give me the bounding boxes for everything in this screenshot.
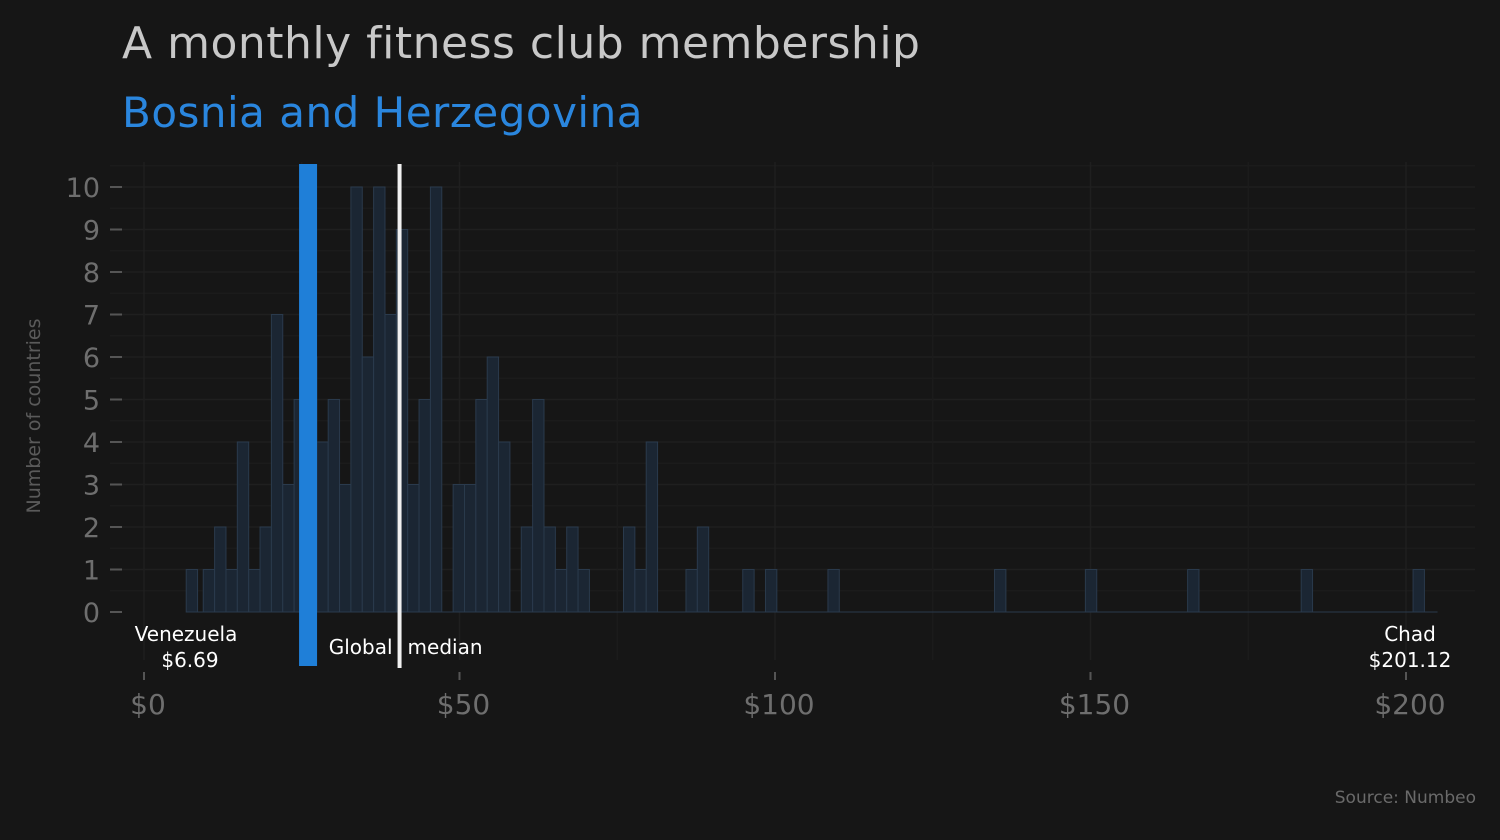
- histogram-bar: [429, 186, 443, 613]
- histogram-bar: [248, 569, 261, 613]
- x-tick-label: $200: [1374, 688, 1445, 721]
- y-tick-label: 10: [66, 173, 100, 204]
- histogram-bar: [566, 526, 579, 613]
- highlight-country-bar: [299, 164, 318, 666]
- histogram-bar: [498, 441, 511, 613]
- histogram-bar: [395, 229, 409, 613]
- annotation-max-value: $201.12: [1369, 648, 1452, 672]
- histogram-bar: [407, 484, 420, 613]
- histogram-bar: [622, 526, 636, 613]
- x-tick-label: $0: [130, 688, 166, 721]
- annotation-max-name: Chad: [1384, 622, 1436, 646]
- histogram-bar: [282, 484, 295, 613]
- histogram-bar: [827, 569, 840, 613]
- histogram-bar: [350, 186, 363, 613]
- histogram-bar: [316, 441, 329, 613]
- x-tick-label: $150: [1059, 688, 1130, 721]
- histogram-bar: [418, 399, 431, 613]
- histogram-bar: [214, 526, 227, 613]
- histogram-bar: [361, 356, 375, 613]
- chart-subtitle: Bosnia and Herzegovina: [122, 88, 643, 137]
- x-tick-label: $100: [743, 688, 814, 721]
- y-tick-label: 1: [83, 556, 100, 587]
- source-note: Source: Numbeo: [1334, 788, 1476, 808]
- histogram-bar: [475, 399, 488, 613]
- histogram-bar: [764, 569, 778, 613]
- y-tick-label: 9: [83, 216, 100, 247]
- histogram-bar: [202, 569, 216, 613]
- histogram-bar: [1084, 569, 1098, 613]
- median-label-right: median: [408, 635, 483, 659]
- histogram-bar: [554, 569, 568, 613]
- histogram-bar: [577, 569, 590, 613]
- histogram-bar: [994, 569, 1007, 613]
- annotation-min-value: $6.69: [161, 648, 218, 672]
- histogram-bar: [327, 399, 341, 613]
- histogram-bar: [452, 484, 465, 613]
- histogram-bar: [645, 441, 659, 613]
- y-tick-label: 8: [83, 258, 100, 289]
- histogram-bar: [339, 484, 352, 613]
- histogram-bar: [1300, 569, 1314, 613]
- histogram-bar: [685, 569, 698, 613]
- histogram-bar: [185, 569, 199, 613]
- histogram-bar: [543, 526, 556, 613]
- chart-title: A monthly fitness club membership: [122, 18, 921, 69]
- y-tick-label: 0: [83, 598, 100, 629]
- histogram-bar: [270, 314, 284, 613]
- histogram-bar: [259, 526, 272, 613]
- y-tick-label: 7: [83, 301, 100, 332]
- y-tick-label: 4: [83, 428, 100, 459]
- histogram-bar: [384, 314, 397, 613]
- histogram-bar: [463, 484, 477, 613]
- histogram-bar: [696, 526, 710, 613]
- median-label-left: Global: [329, 635, 393, 659]
- histogram-bar: [634, 569, 647, 613]
- y-tick-label: 2: [83, 513, 100, 544]
- histogram-bar: [742, 569, 755, 613]
- histogram-bar: [486, 356, 500, 613]
- histogram-bar: [1187, 569, 1200, 613]
- histogram-bar: [1412, 569, 1425, 613]
- histogram-bar: [373, 186, 386, 613]
- histogram-bar: [236, 441, 250, 613]
- histogram-bar: [532, 399, 545, 613]
- y-axis-label: Number of countries: [23, 318, 45, 513]
- x-tick-label: $50: [437, 688, 490, 721]
- annotation-min-name: Venezuela: [135, 622, 238, 646]
- y-tick-label: 3: [83, 471, 100, 502]
- histogram-bar: [520, 526, 534, 613]
- histogram-bar: [225, 569, 238, 613]
- y-tick-label: 6: [83, 343, 100, 374]
- y-tick-label: 5: [83, 386, 100, 417]
